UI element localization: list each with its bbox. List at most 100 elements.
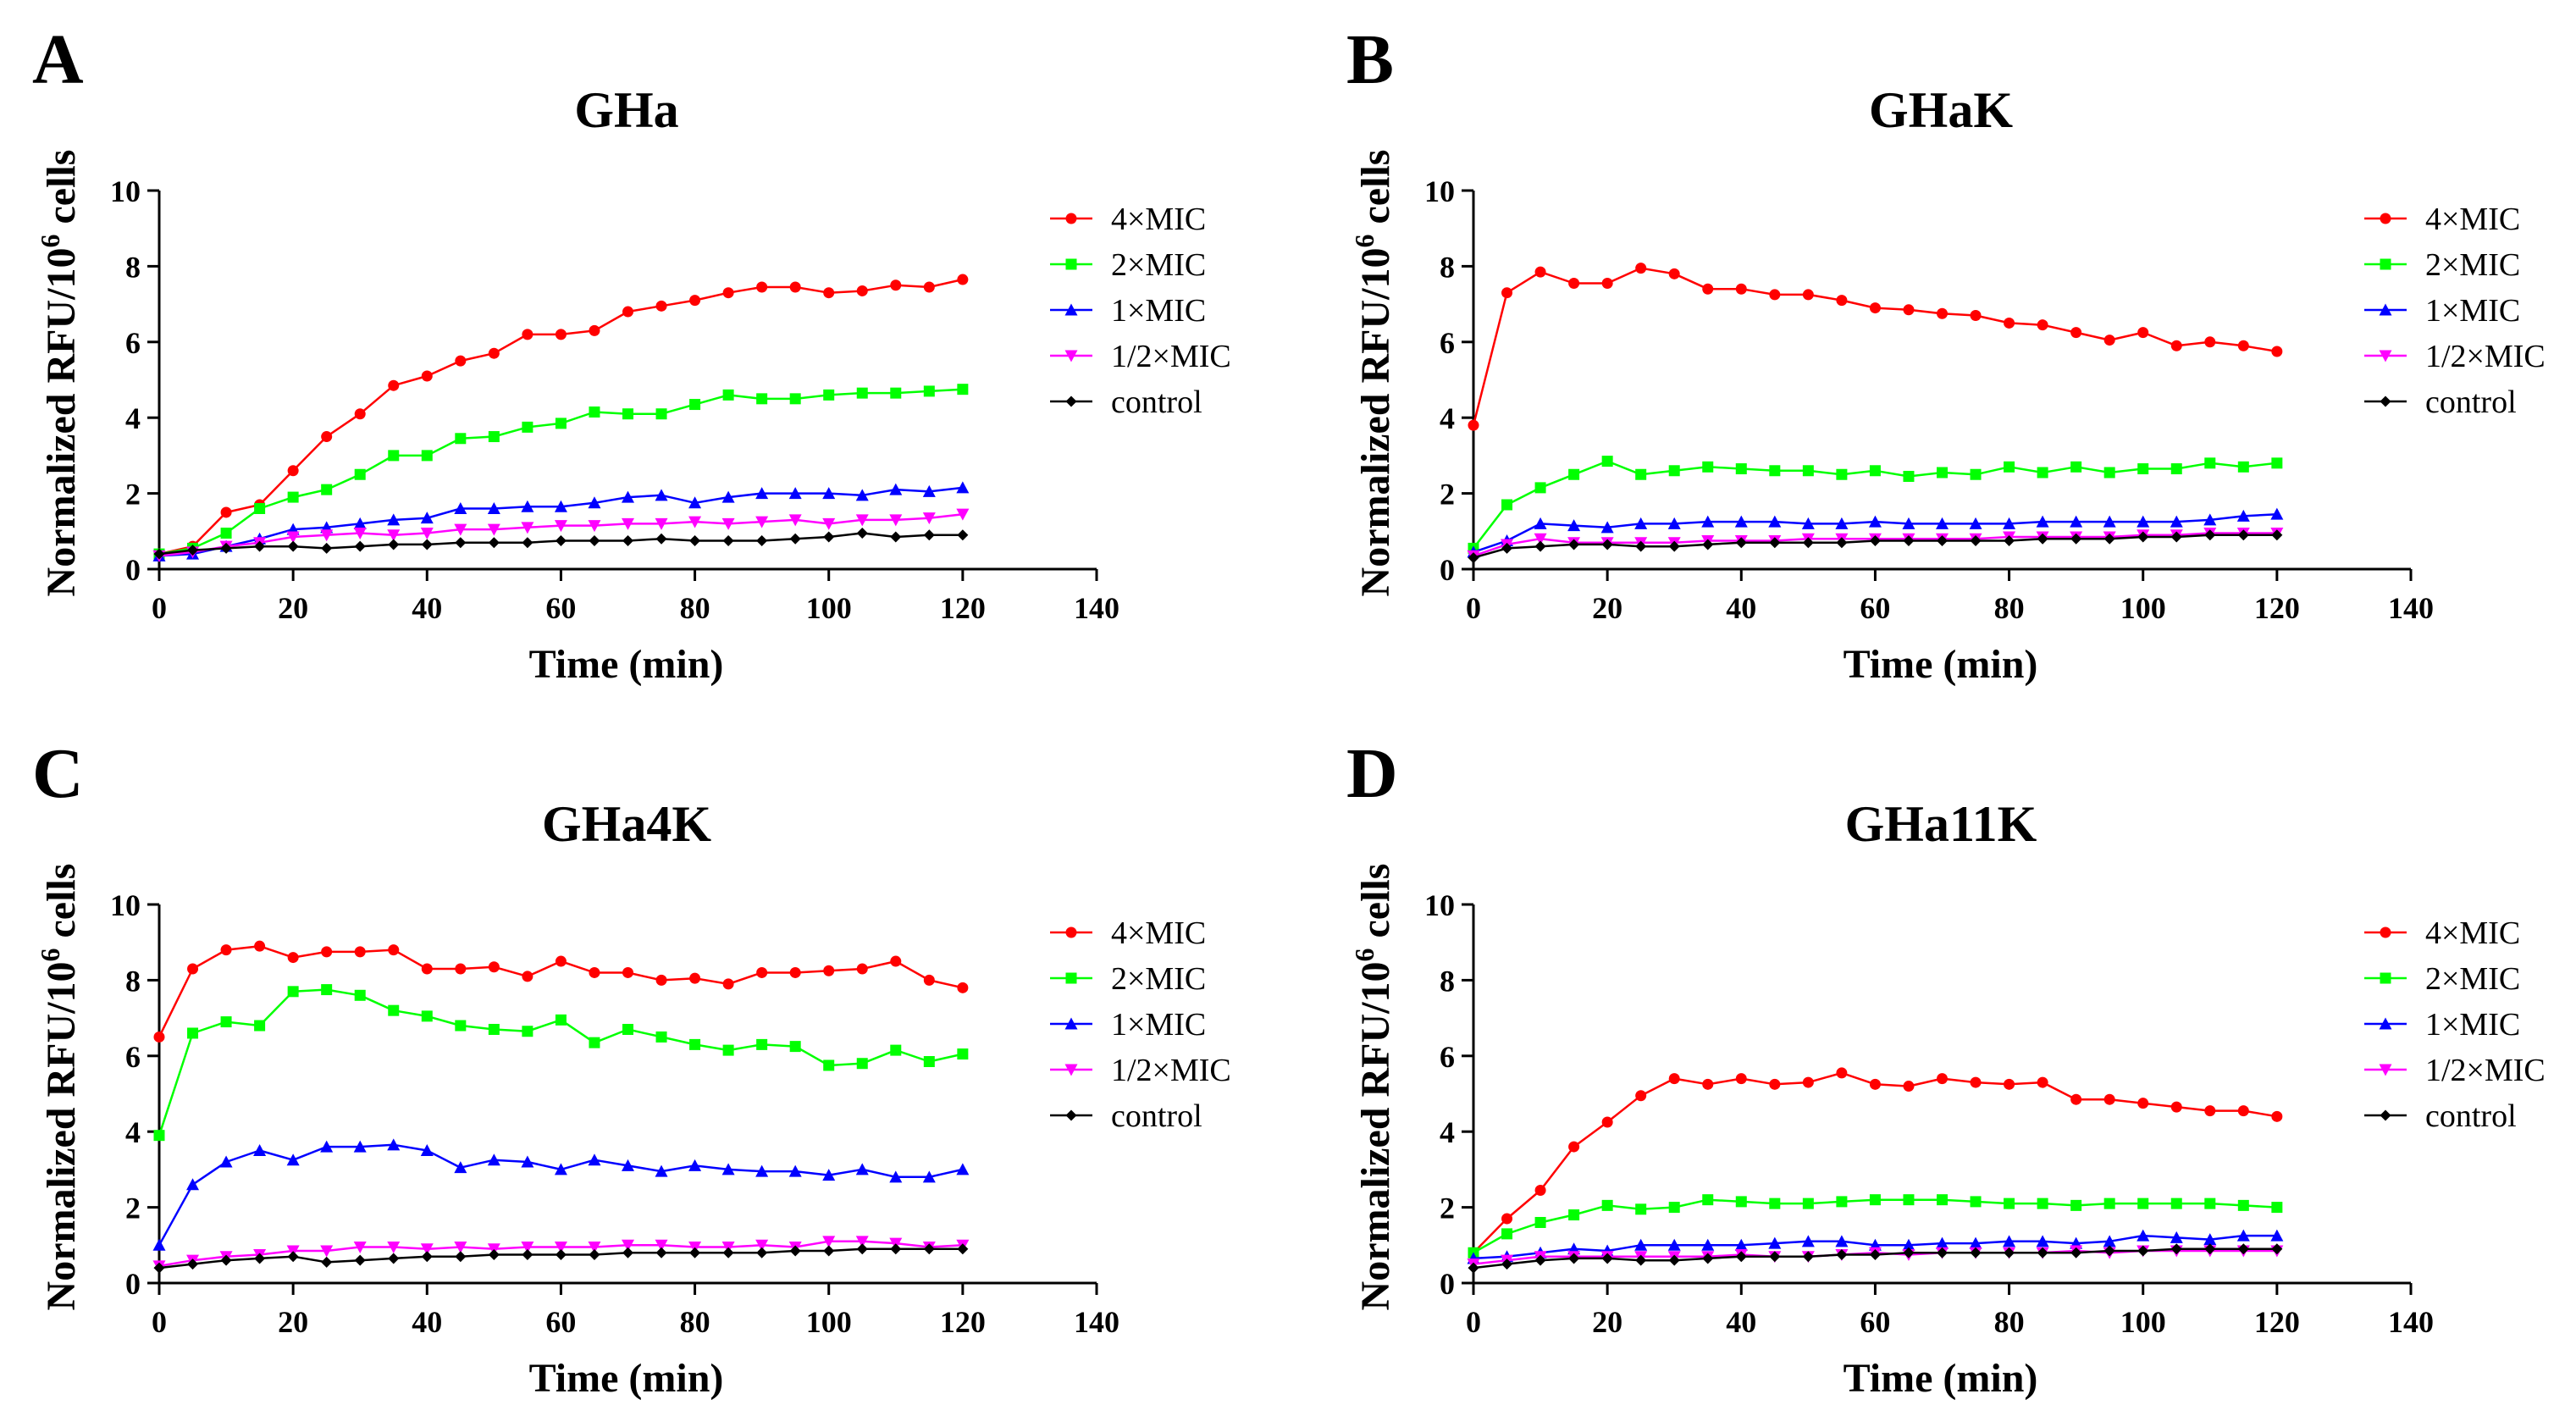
data-point (1735, 1196, 1747, 1208)
data-point (1869, 534, 1881, 546)
data-point (855, 514, 869, 527)
data-point (187, 1258, 199, 1270)
data-point (1601, 278, 1613, 290)
y-axis-label: Normalized RFU/106 cells (1349, 864, 1398, 1311)
data-point (1501, 499, 1513, 511)
x-tick-label: 60 (545, 1305, 576, 1339)
legend-marker (2380, 395, 2391, 407)
data-point (2271, 1110, 2283, 1122)
data-point (2004, 534, 2015, 546)
data-point (756, 281, 768, 293)
legend-label: 2×MIC (1111, 247, 1206, 283)
data-point (822, 1236, 836, 1248)
data-point (1601, 1116, 1613, 1128)
data-point (1869, 465, 1881, 477)
data-point (655, 1247, 667, 1258)
data-point (855, 1163, 869, 1175)
data-point (755, 487, 769, 500)
data-point (321, 946, 333, 958)
data-point (1635, 540, 1647, 552)
legend-marker (1065, 258, 1077, 270)
data-point (1836, 295, 1848, 307)
data-point (421, 1251, 433, 1263)
series-control (153, 528, 969, 560)
data-point (721, 1163, 735, 1175)
data-point (287, 1251, 299, 1263)
data-point (589, 534, 600, 546)
data-point (2137, 1198, 2149, 1209)
y-tick-label: 6 (125, 1040, 141, 1074)
x-axis-label: Time (min) (1844, 1356, 2038, 1401)
data-point (554, 500, 567, 512)
data-point (2004, 1198, 2015, 1209)
y-axis-label-superscript: 6 (35, 949, 65, 962)
panel-letter: D (1346, 734, 1398, 813)
legend: 4×MIC 2×MIC 1×MIC 1/2×MIC control (2364, 202, 2546, 420)
panel-letter: A (32, 20, 84, 99)
data-point (922, 484, 936, 497)
data-point (186, 1178, 200, 1191)
data-point (1869, 1078, 1881, 1090)
data-point (823, 389, 835, 401)
y-tick-label: 0 (125, 1267, 141, 1301)
data-point (856, 963, 868, 975)
data-point (421, 963, 433, 975)
data-point (1734, 515, 1748, 528)
data-point (521, 1155, 534, 1168)
legend-item: control (2364, 1098, 2517, 1134)
data-point (1568, 278, 1580, 290)
data-point (1970, 1247, 1982, 1258)
data-point (1501, 1258, 1513, 1270)
series-4×MIC (153, 274, 969, 560)
data-point (554, 1163, 567, 1175)
data-point (622, 1159, 634, 1171)
panel-letter: C (32, 734, 84, 813)
legend-marker (1065, 395, 1077, 407)
data-point (2103, 1198, 2115, 1209)
legend-marker (2380, 972, 2391, 984)
legend-label: 2×MIC (1111, 961, 1206, 997)
series-line (158, 278, 964, 556)
data-point (2237, 461, 2249, 473)
data-point (622, 966, 633, 978)
x-tick-label: 20 (278, 1305, 308, 1339)
x-tick-label: 40 (412, 591, 442, 625)
data-point (455, 963, 467, 975)
data-point (287, 986, 299, 998)
data-point (2037, 533, 2048, 545)
legend: 4×MIC 2×MIC 1×MIC 1/2×MIC control (2364, 915, 2546, 1134)
data-point (454, 523, 467, 536)
data-point (1501, 1228, 1513, 1240)
y-tick-label: 10 (1424, 174, 1455, 208)
y-axis-label-main: Normalized RFU/10 (1353, 962, 1398, 1311)
data-point (153, 1130, 165, 1142)
x-tick-label: 120 (940, 1305, 986, 1339)
data-point (1769, 537, 1781, 549)
data-point (788, 514, 802, 527)
data-point (1702, 1194, 1714, 1206)
data-point (1868, 515, 1882, 528)
y-tick-label: 4 (1440, 1115, 1455, 1149)
data-point (1835, 1235, 1849, 1247)
x-tick-label: 140 (1074, 1305, 1119, 1339)
data-point (2103, 1093, 2115, 1105)
data-point (1836, 468, 1848, 480)
legend-label: 1/2×MIC (1111, 339, 1231, 374)
data-point (2037, 1198, 2048, 1209)
data-point (2036, 515, 2049, 528)
data-point (1567, 519, 1581, 532)
data-point (1836, 1067, 1848, 1079)
legend-marker (1064, 350, 1078, 362)
y-tick-label: 10 (110, 174, 141, 208)
legend-marker (2379, 303, 2392, 316)
data-point (220, 944, 232, 956)
data-point (287, 540, 299, 552)
data-point (2270, 1229, 2284, 1242)
data-point (388, 1004, 400, 1016)
x-axis-label: Time (min) (1844, 642, 2038, 687)
data-point (388, 450, 400, 462)
data-point (1769, 465, 1781, 477)
data-point (1903, 470, 1915, 482)
data-point (2271, 529, 2283, 541)
data-point (856, 1058, 868, 1070)
